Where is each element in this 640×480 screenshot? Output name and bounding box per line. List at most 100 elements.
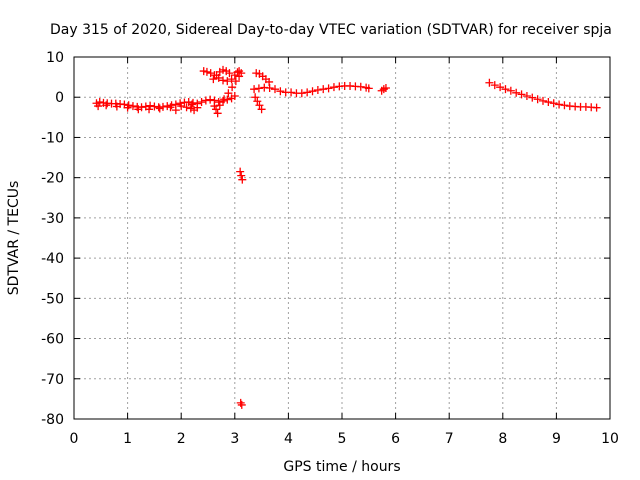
x-tick-label: 8 [498, 431, 507, 447]
x-tick-label: 7 [445, 431, 454, 447]
data-point [544, 98, 553, 107]
data-point [490, 81, 499, 90]
y-tick-label: -50 [41, 291, 64, 307]
data-point [187, 100, 196, 109]
chart-title: Day 315 of 2020, Sidereal Day-to-day VTE… [50, 22, 612, 38]
data-point [297, 89, 306, 98]
data-point [255, 101, 264, 110]
data-point [517, 90, 526, 99]
data-point [94, 102, 103, 111]
data-point [128, 102, 137, 111]
data-point [227, 75, 236, 84]
data-point [213, 109, 222, 118]
data-point [381, 83, 390, 92]
data-point [237, 69, 246, 78]
data-point [231, 77, 240, 86]
data-point [319, 85, 328, 94]
y-tick-label: 10 [46, 50, 64, 66]
y-tick-label: -30 [41, 211, 64, 227]
data-point [177, 102, 186, 111]
data-point [271, 85, 279, 94]
y-tick-label: -10 [41, 130, 64, 146]
data-point [485, 78, 494, 87]
series-early-pass [92, 92, 239, 112]
data-point [592, 103, 601, 112]
y-tick-label: -60 [41, 332, 64, 348]
x-tick-label: 9 [552, 431, 561, 447]
grid [74, 57, 610, 419]
y-tick-label: -80 [41, 412, 64, 428]
x-tick-label: 0 [70, 431, 79, 447]
data-point [308, 87, 317, 96]
data-point [276, 87, 285, 96]
data-point [167, 101, 176, 110]
y-tick-label: -20 [41, 171, 64, 187]
x-tick-labels: 0 1 2 3 4 5 6 7 8 9 10 [70, 431, 619, 447]
data-point [219, 76, 228, 85]
data-point [134, 105, 143, 114]
data-point [533, 95, 542, 104]
data-point [188, 98, 197, 107]
data-point [209, 75, 218, 84]
data-point [329, 83, 338, 92]
data-point [253, 97, 262, 106]
data-point [324, 84, 333, 93]
x-tick-label: 3 [230, 431, 239, 447]
x-tick-label: 1 [123, 431, 132, 447]
data-point [219, 96, 228, 105]
series-mid-pass [250, 81, 373, 98]
data-point [236, 167, 245, 176]
y-tick-labels: 10 0 -10 -20 -30 -40 -50 -60 -70 -80 [41, 50, 64, 428]
data-point [257, 105, 266, 114]
x-tick-label: 6 [391, 431, 400, 447]
x-tick-label: 4 [284, 431, 293, 447]
data-point [250, 85, 259, 94]
series-short-5.8 [377, 83, 390, 95]
data-point [171, 106, 180, 115]
series-rise-to-3.1 [215, 69, 246, 110]
series-late-pass [485, 78, 601, 112]
series-hump-3.4-3.6 [252, 69, 274, 86]
plot-frame [73, 56, 611, 420]
data-point [206, 69, 215, 78]
data-point [155, 104, 164, 113]
data-point [197, 98, 206, 107]
data-point [287, 88, 296, 97]
x-tick-label: 2 [177, 431, 186, 447]
data-point [206, 95, 215, 104]
data-point [225, 69, 234, 78]
series-dips [171, 102, 222, 118]
data-point [224, 89, 233, 98]
x-tick-label: 10 [601, 431, 619, 447]
data-point [528, 93, 537, 102]
y-tick-label: -40 [41, 251, 64, 267]
data-point [265, 77, 274, 86]
data-point [313, 85, 322, 94]
data-point [254, 84, 263, 93]
data-point [223, 77, 232, 86]
data-point [150, 102, 159, 111]
data-point [228, 83, 237, 92]
data-point [230, 92, 239, 101]
series-lower-branch [94, 100, 196, 114]
data-point [522, 92, 531, 101]
data-point [238, 175, 247, 184]
data-point [303, 88, 312, 97]
series-arc-2.6-2.9 [209, 65, 234, 84]
data-point [182, 103, 191, 112]
y-tick-label: -70 [41, 372, 64, 388]
data-point [123, 103, 132, 112]
data-point [379, 85, 388, 94]
data-points [92, 65, 601, 409]
data-point [539, 96, 547, 105]
data-point [506, 86, 515, 95]
series-descent-3.4 [251, 93, 266, 114]
data-point [145, 105, 154, 114]
data-point [201, 96, 210, 105]
data-point [220, 95, 229, 104]
x-tick-label: 5 [338, 431, 347, 447]
y-tick-label: 0 [55, 90, 64, 106]
data-point [496, 83, 505, 92]
data-point [202, 67, 211, 76]
